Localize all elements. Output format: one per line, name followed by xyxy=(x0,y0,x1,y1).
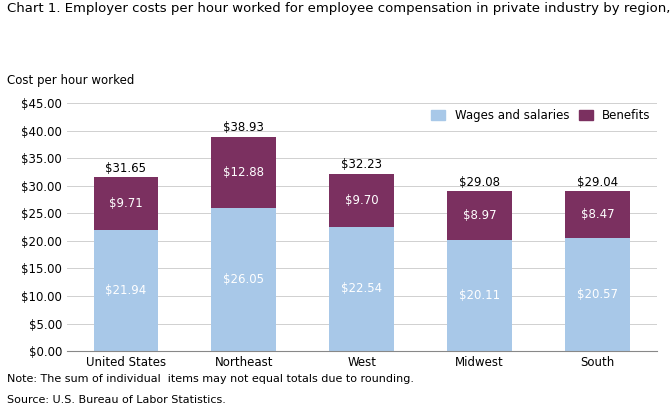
Legend: Wages and salaries, Benefits: Wages and salaries, Benefits xyxy=(431,109,651,122)
Text: Source: U.S. Bureau of Labor Statistics.: Source: U.S. Bureau of Labor Statistics. xyxy=(7,395,226,405)
Bar xyxy=(330,227,394,351)
Text: $32.23: $32.23 xyxy=(341,158,383,171)
Text: $12.88: $12.88 xyxy=(223,166,265,179)
Text: $22.54: $22.54 xyxy=(341,282,383,295)
Text: Chart 1. Employer costs per hour worked for employee compensation in private ind: Chart 1. Employer costs per hour worked … xyxy=(7,2,670,15)
Bar xyxy=(565,238,630,351)
Text: $29.08: $29.08 xyxy=(459,176,500,189)
Bar xyxy=(212,208,276,351)
Bar xyxy=(212,137,276,208)
Text: $9.71: $9.71 xyxy=(109,197,143,210)
Text: $20.11: $20.11 xyxy=(459,289,500,302)
Text: Note: The sum of individual  items may not equal totals due to rounding.: Note: The sum of individual items may no… xyxy=(7,374,413,384)
Text: $21.94: $21.94 xyxy=(105,284,147,297)
Bar xyxy=(565,191,630,238)
Text: $38.93: $38.93 xyxy=(223,121,265,135)
Text: $29.04: $29.04 xyxy=(577,176,618,189)
Bar xyxy=(448,191,512,240)
Bar xyxy=(330,173,394,227)
Text: $31.65: $31.65 xyxy=(105,161,147,175)
Bar xyxy=(94,230,158,351)
Text: $26.05: $26.05 xyxy=(223,273,265,286)
Text: $8.47: $8.47 xyxy=(581,208,614,221)
Bar xyxy=(94,177,158,230)
Text: Cost per hour worked: Cost per hour worked xyxy=(7,74,134,87)
Text: $9.70: $9.70 xyxy=(345,194,379,207)
Text: $8.97: $8.97 xyxy=(463,209,496,222)
Text: $20.57: $20.57 xyxy=(577,288,618,301)
Bar xyxy=(448,240,512,351)
